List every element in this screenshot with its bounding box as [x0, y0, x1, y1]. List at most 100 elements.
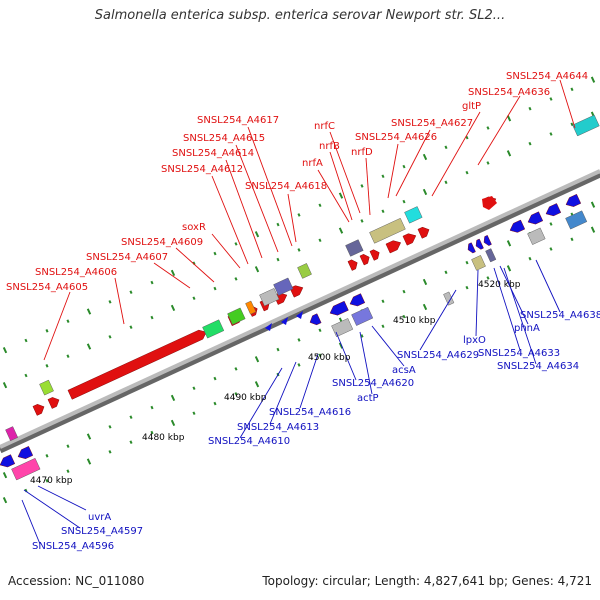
gene-label[interactable]: nrfD: [351, 147, 373, 158]
tick-mark: [24, 373, 28, 378]
forward-gene-shape: [67, 329, 207, 400]
tick-mark: [86, 343, 92, 350]
tick-mark: [108, 300, 112, 304]
leader-line: [477, 95, 521, 166]
tick-mark: [506, 150, 512, 157]
tick-mark: [170, 304, 176, 312]
tick-mark: [590, 201, 596, 208]
gene-label[interactable]: nrfC: [314, 121, 335, 132]
gene-label[interactable]: SNSL254_A4612: [161, 164, 243, 175]
tick-mark: [570, 87, 574, 92]
tick-mark: [192, 296, 196, 301]
gene-label[interactable]: SNSL254_A4616: [269, 407, 351, 418]
leader-lines: [21, 79, 576, 545]
gene-label[interactable]: SNSL254_A4614: [172, 148, 254, 159]
gene-label[interactable]: SNSL254_A4618: [245, 181, 327, 192]
gene-label[interactable]: gltP: [462, 101, 481, 112]
tick-mark: [338, 192, 344, 199]
reverse-gene: [475, 238, 484, 250]
reverse-gene-shape: [527, 211, 544, 225]
gene-label[interactable]: SNSL254_A4607: [86, 252, 168, 263]
reverse-gene-shape: [17, 446, 34, 459]
leader-line: [114, 277, 125, 325]
gene-label[interactable]: SNSL254_A4644: [506, 71, 588, 82]
tick-mark: [45, 364, 49, 368]
gene-label[interactable]: phnA: [514, 323, 540, 334]
leader-line: [239, 367, 283, 439]
reverse-gene-labels: SNSL254_A4638 phnA SNSL254_A4633 SNSL254…: [32, 310, 600, 552]
forward-gene: [289, 285, 304, 298]
forward-gene-shape: [359, 254, 370, 266]
tick-mark: [528, 106, 532, 111]
scale-label-4480: 4480 kbp: [142, 433, 185, 443]
reverse-gene: [349, 293, 366, 307]
gene-label[interactable]: SNSL254_A4613: [237, 422, 319, 433]
tick-mark: [486, 276, 490, 280]
gene-label[interactable]: SNSL254_A4620: [332, 378, 414, 389]
reverse-gene-shape: [565, 193, 582, 207]
gene-label[interactable]: soxR: [182, 222, 206, 233]
rna-feature: [443, 291, 455, 306]
gene-label[interactable]: SNSL254_A4626: [355, 132, 437, 143]
rna-feature-shape: [202, 319, 225, 339]
gene-label[interactable]: SNSL254_A4606: [35, 267, 117, 278]
gene-label[interactable]: SNSL254_A4634: [497, 361, 579, 372]
gene-label[interactable]: SNSL254_A4617: [197, 115, 279, 126]
tick-mark: [360, 184, 364, 188]
gene-label[interactable]: actP: [357, 393, 379, 404]
tick-mark: [297, 363, 301, 367]
forward-gene: [67, 329, 207, 400]
tick-mark: [66, 354, 70, 358]
gene-label[interactable]: SNSL254_A4629: [397, 350, 479, 361]
reverse-gene-shape: [0, 454, 16, 468]
tick-mark: [86, 308, 92, 315]
gene-label[interactable]: SNSL254_A4615: [183, 133, 265, 144]
forward-gene: [385, 240, 402, 254]
rna-feature-shape: [245, 300, 257, 315]
tick-mark: [192, 386, 196, 391]
gene-label[interactable]: SNSL254_A4638: [520, 310, 600, 321]
rna-feature: [39, 379, 54, 396]
gene-label[interactable]: nrfA: [302, 158, 323, 169]
tick-mark: [150, 405, 154, 410]
tick-mark: [213, 251, 217, 256]
gene-label[interactable]: nrfB: [319, 141, 340, 152]
gene-label[interactable]: SNSL254_A4609: [121, 237, 203, 248]
rna-feature: [345, 239, 364, 257]
rna-feature-shape: [39, 379, 54, 396]
leader-line: [387, 143, 399, 199]
rna-feature: [351, 306, 374, 326]
tick-mark: [422, 303, 428, 311]
tick-mark: [108, 425, 112, 429]
leader-line: [535, 259, 561, 313]
gene-label[interactable]: SNSL254_A4610: [208, 436, 290, 447]
tick-mark: [234, 242, 238, 246]
gene-label[interactable]: SNSL254_A4596: [32, 541, 114, 552]
gene-label[interactable]: SNSL254_A4627: [391, 118, 473, 129]
gene-label[interactable]: SNSL254_A4636: [468, 87, 550, 98]
tick-mark: [276, 222, 280, 227]
gene-label[interactable]: SNSL254_A4633: [478, 348, 560, 359]
reverse-gene-shape: [349, 293, 366, 307]
tick-mark: [297, 338, 301, 342]
leader-line: [431, 111, 481, 197]
gene-label[interactable]: SNSL254_A4605: [6, 282, 88, 293]
gene-label[interactable]: uvrA: [88, 512, 111, 523]
tick-mark: [66, 444, 70, 448]
gene-label[interactable]: acsA: [392, 365, 416, 376]
tick-mark: [318, 353, 322, 358]
reverse-gene: [0, 454, 16, 468]
tick-mark: [276, 257, 280, 262]
reverse-gene: [565, 193, 582, 207]
tick-mark: [170, 394, 176, 402]
reverse-gene: [281, 317, 288, 325]
rna-feature-shape: [227, 307, 246, 325]
forward-gene: [32, 404, 45, 416]
gene-label[interactable]: lpxO: [463, 335, 486, 346]
tick-mark: [276, 347, 280, 352]
forward-gene-shape: [347, 259, 358, 271]
gene-label[interactable]: SNSL254_A4597: [61, 526, 143, 537]
forward-gene: [402, 233, 417, 246]
rna-feature: [565, 210, 588, 230]
